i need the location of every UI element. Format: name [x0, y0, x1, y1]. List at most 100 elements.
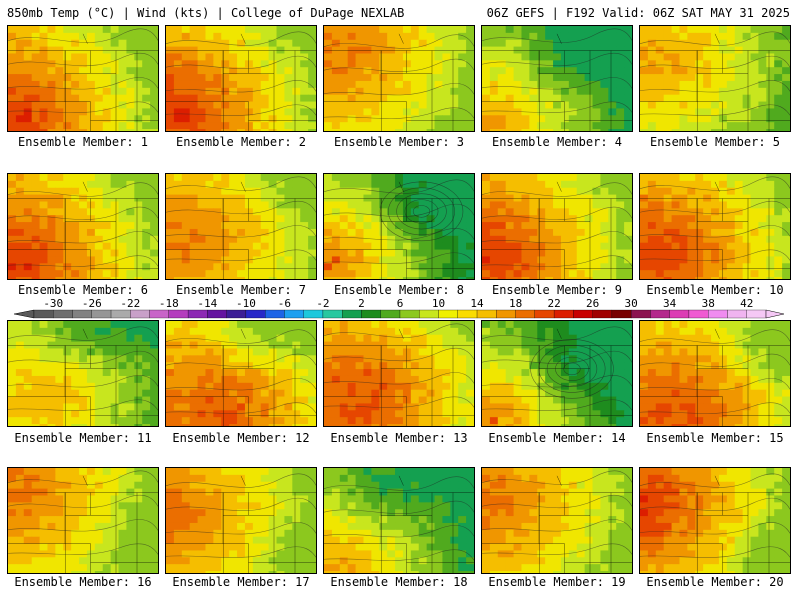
ensemble-member-label: Ensemble Member: 15	[646, 431, 784, 445]
temperature-field	[324, 26, 474, 131]
ensemble-member-label: Ensemble Member: 7	[175, 283, 307, 297]
colorbar-bin	[399, 309, 420, 319]
colorbar-bin	[226, 309, 247, 319]
model-run-valid-time: 06Z GEFS | F192 Valid: 06Z SAT MAY 31 20…	[486, 6, 790, 20]
colorbar-bin	[110, 309, 131, 319]
colorbar-bin	[207, 309, 227, 319]
colorbar-tick-label: -14	[197, 298, 217, 310]
temperature-colorbar: -30 -26 -22 -18 -14 -10 -6 -2 2 6 10 14 18 22 26 30 34 38…	[14, 298, 784, 319]
ensemble-member-map	[481, 467, 633, 574]
colorbar-bin	[72, 309, 92, 319]
colorbar-bin	[476, 309, 497, 319]
ensemble-member-label: Ensemble Member: 5	[649, 135, 781, 149]
ensemble-member-label: Ensemble Member: 19	[488, 575, 626, 589]
ensemble-member-label: Ensemble Member: 13	[330, 431, 468, 445]
colorbar-bin	[708, 309, 728, 319]
temperature-field	[482, 26, 632, 131]
product-title: 850mb Temp (°C) | Wind (kts) | College o…	[7, 6, 405, 20]
temperature-field	[324, 174, 474, 279]
colorbar-max-arrow	[765, 309, 784, 319]
colorbar-tick-label: -26	[82, 298, 102, 310]
colorbar-tick-label: 34	[663, 298, 677, 310]
colorbar-bin	[457, 309, 478, 319]
ensemble-member-label: Ensemble Member: 16	[14, 575, 152, 589]
temperature-field	[640, 174, 790, 279]
ensemble-member-map	[165, 173, 317, 280]
ensemble-member-map	[165, 320, 317, 427]
temperature-field	[482, 174, 632, 279]
colorbar-bin	[515, 309, 535, 319]
colorbar-bin	[361, 309, 381, 319]
colorbar-bin	[303, 309, 324, 319]
colorbar-bin	[33, 309, 54, 319]
temperature-field	[640, 468, 790, 573]
ensemble-member-map	[639, 467, 791, 574]
ensemble-member-map	[7, 173, 159, 280]
colorbar-bin	[438, 309, 458, 319]
colorbar-bin	[149, 309, 169, 319]
colorbar-bin	[380, 309, 401, 319]
ensemble-member-label: Ensemble Member: 12	[172, 431, 310, 445]
colorbar-tick-label: -22	[120, 298, 140, 310]
colorbar-bin	[245, 309, 266, 319]
ensemble-member-map	[481, 25, 633, 132]
colorbar-bin	[631, 309, 651, 319]
colorbar-bin	[265, 309, 285, 319]
colorbar-bin	[534, 309, 555, 319]
colorbar-tick-label: 26	[586, 298, 599, 310]
colorbar-bin	[168, 309, 189, 319]
ensemble-member-map	[7, 320, 159, 427]
colorbar-bin	[284, 309, 304, 319]
ensemble-member-label: Ensemble Member: 17	[172, 575, 310, 589]
colorbar-bin	[688, 309, 709, 319]
temperature-field	[482, 468, 632, 573]
temperature-field	[482, 321, 632, 426]
temperature-field	[640, 26, 790, 131]
colorbar-tick-label: 18	[509, 298, 522, 310]
ensemble-member-label: Ensemble Member: 1	[17, 135, 149, 149]
ensemble-member-map	[323, 320, 475, 427]
colorbar-tick-label: -30	[43, 298, 63, 310]
ensemble-member-map	[323, 173, 475, 280]
ensemble-member-map	[165, 25, 317, 132]
temperature-field	[8, 174, 158, 279]
colorbar-bin	[419, 309, 439, 319]
colorbar-tick-label: 42	[740, 298, 753, 310]
colorbar-bin	[187, 309, 208, 319]
colorbar-bin	[496, 309, 516, 319]
ensemble-member-map	[7, 467, 159, 574]
ensemble-member-map	[639, 320, 791, 427]
colorbar-tick-label: 10	[432, 298, 445, 310]
ensemble-member-map	[7, 25, 159, 132]
colorbar-bin	[650, 309, 670, 319]
temperature-field	[166, 321, 316, 426]
colorbar-bin	[91, 309, 112, 319]
ensemble-member-label: Ensemble Member: 6	[17, 283, 149, 297]
ensemble-member-label: Ensemble Member: 10	[646, 283, 784, 297]
temperature-field	[640, 321, 790, 426]
ensemble-member-label: Ensemble Member: 2	[175, 135, 307, 149]
colorbar-tick-label: -18	[159, 298, 179, 310]
temperature-field	[324, 468, 474, 573]
ensemble-member-map	[165, 467, 317, 574]
colorbar-tick-label: 2	[358, 298, 365, 310]
temperature-field	[8, 26, 158, 131]
colorbar-tick-label: 22	[547, 298, 560, 310]
colorbar-bin	[592, 309, 613, 319]
temperature-field	[324, 321, 474, 426]
colorbar-bin	[573, 309, 593, 319]
ensemble-member-map	[323, 25, 475, 132]
colorbar-tick-label: -2	[316, 298, 329, 310]
colorbar-bin	[553, 309, 574, 319]
colorbar-bin	[746, 309, 767, 319]
temperature-field	[166, 468, 316, 573]
colorbar-bin	[322, 309, 343, 319]
ensemble-member-label: Ensemble Member: 18	[330, 575, 468, 589]
ensemble-member-label: Ensemble Member: 14	[488, 431, 626, 445]
colorbar-bin	[611, 309, 632, 319]
ensemble-member-map	[639, 173, 791, 280]
temperature-field	[8, 468, 158, 573]
colorbar-min-arrow	[14, 309, 35, 319]
ensemble-member-label: Ensemble Member: 4	[491, 135, 623, 149]
colorbar-bin	[53, 309, 73, 319]
